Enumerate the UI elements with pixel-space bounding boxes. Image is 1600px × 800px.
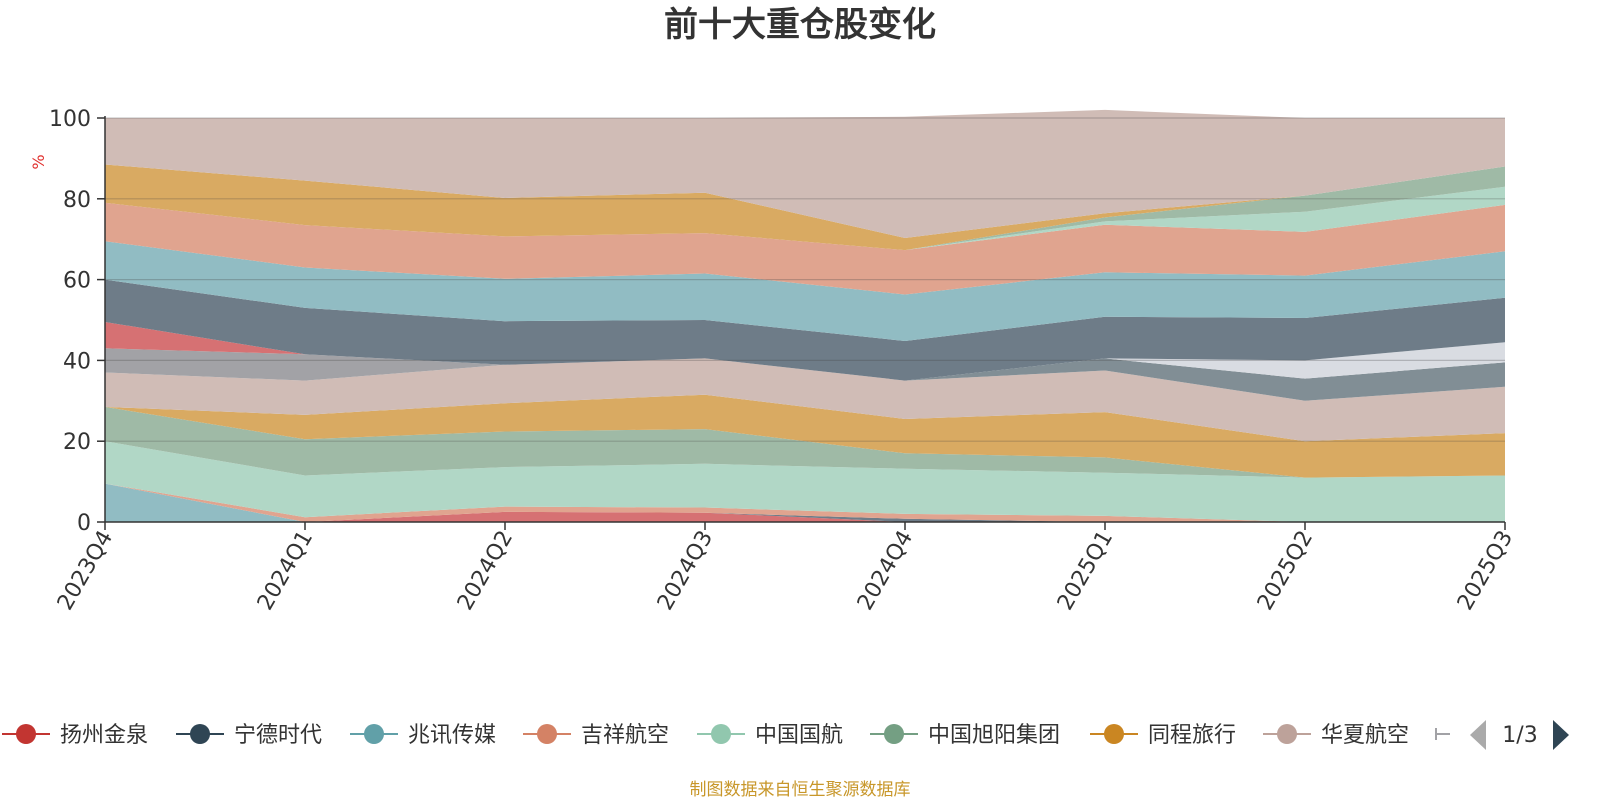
x-tick-label-2: 2024Q2: [453, 527, 518, 615]
series-area-6: [105, 394, 1505, 478]
legend-marker-1: [190, 724, 210, 744]
series-area-12: [105, 279, 1505, 381]
series-area-4: [105, 441, 1505, 522]
x-tick-label-4: 2024Q4: [853, 527, 918, 615]
series-area-0: [105, 483, 1505, 522]
series-area-15: [105, 186, 1505, 251]
series-area-7: [105, 358, 1505, 442]
source-note: 制图数据来自恒生聚源数据库: [690, 780, 911, 800]
legend-marker-2: [364, 724, 384, 744]
x-tick-label-0: 2023Q4: [53, 527, 118, 615]
y-tick-label-4: 80: [63, 188, 91, 213]
y-tick-label-5: 100: [49, 107, 91, 132]
legend-marker-0: [16, 724, 36, 744]
series-area-8: [105, 348, 1505, 401]
x-tick-label-5: 2025Q1: [1053, 527, 1118, 615]
legend-marker-3: [537, 724, 557, 744]
legend-label-6: 同程旅行: [1148, 723, 1236, 748]
x-tick-label-1: 2024Q1: [253, 527, 318, 615]
legend-label-1: 宁德时代: [234, 723, 322, 748]
legend-label-7: 华夏航空: [1321, 723, 1409, 748]
x-tick-label-6: 2025Q2: [1253, 527, 1318, 615]
legend-label-3: 吉祥航空: [581, 723, 669, 748]
series-area-18: [105, 109, 1505, 239]
series-area-10: [105, 342, 1505, 381]
legend-label-2: 兆讯传媒: [408, 723, 496, 748]
series-area-17: [105, 164, 1505, 251]
y-tick-label-1: 20: [63, 430, 91, 455]
series-area-13: [105, 241, 1505, 341]
series-area-9: [105, 348, 1505, 401]
legend-label-4: 中国国航: [755, 723, 843, 748]
legend-marker-6: [1104, 724, 1124, 744]
series-area-14: [105, 202, 1505, 295]
y-tick-label-3: 60: [63, 269, 91, 294]
y-tick-label-0: 0: [77, 511, 91, 536]
legend-marker-7: [1277, 724, 1297, 744]
series-area-16: [105, 166, 1505, 251]
chart-title: 前十大重仓股变化: [664, 5, 936, 45]
legend-next-page-icon[interactable]: [1553, 720, 1569, 750]
legend-label-0: 扬州金泉: [60, 723, 148, 748]
y-axis-unit-label: %: [29, 154, 48, 169]
series-area-5: [105, 406, 1505, 478]
legend-label-5: 中国旭阳集团: [928, 723, 1060, 748]
legend-page-indicator: 1/3: [1502, 723, 1537, 748]
legend-marker-4: [711, 724, 731, 744]
legend-marker-5: [884, 724, 904, 744]
x-tick-label-7: 2025Q3: [1453, 527, 1518, 615]
series-area-3: [105, 483, 1505, 522]
legend: 扬州金泉 宁德时代 兆讯传媒 吉祥航空 中国国航 中国旭阳集团 同程旅行 华夏航空 1/3: [2, 720, 1569, 750]
plot-area: 0 20 40 60 80 100 2023Q4 2024Q1 2024Q2 2024Q3 2024…: [49, 107, 1518, 615]
y-tick-label-2: 40: [63, 349, 91, 374]
x-tick-label-3: 2024Q3: [653, 527, 718, 615]
legend-prev-page-icon: [1470, 720, 1486, 750]
